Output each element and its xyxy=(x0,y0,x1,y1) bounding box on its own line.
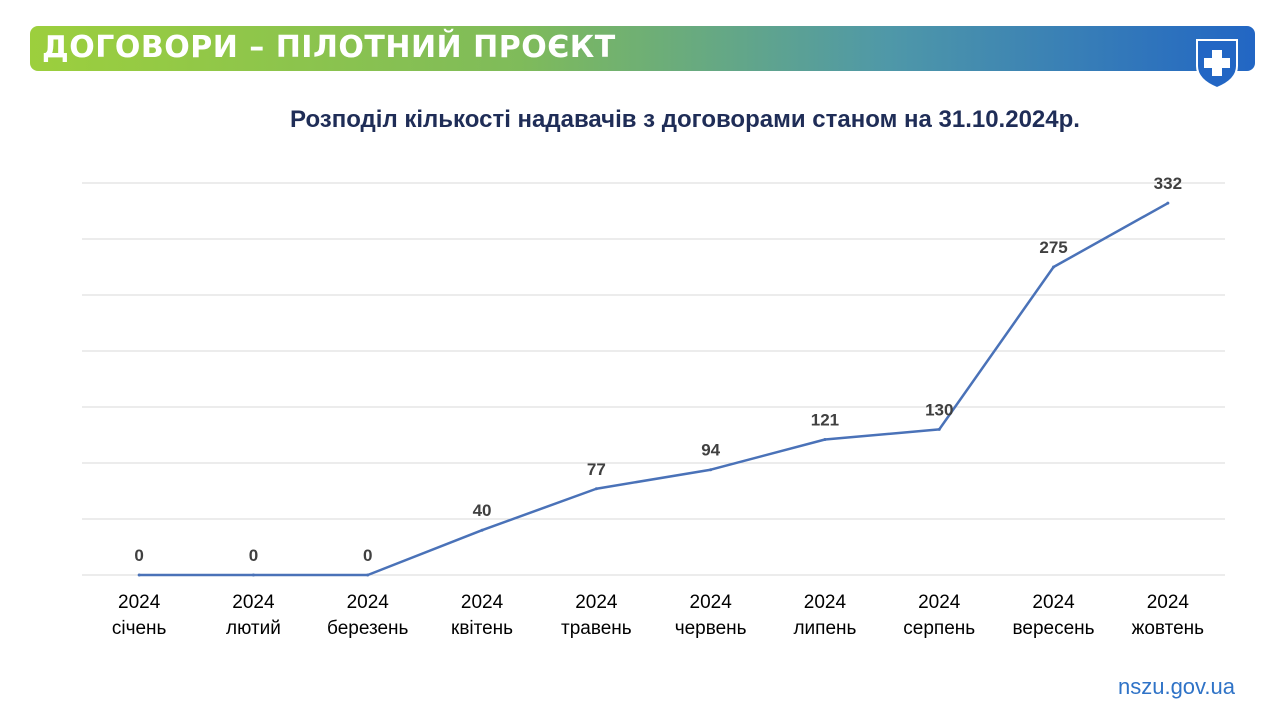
x-tick-label: 2024 xyxy=(232,592,275,613)
x-tick-label: 2024 xyxy=(804,592,847,613)
data-point xyxy=(937,427,941,431)
data-point xyxy=(366,573,370,577)
chart-title: Розподіл кількості надавачів з договорам… xyxy=(290,106,1080,133)
x-tick-label: серпень xyxy=(903,618,975,639)
x-tick-label: лютий xyxy=(226,618,281,639)
x-tick-label: 2024 xyxy=(1147,592,1190,613)
data-point xyxy=(823,437,827,441)
x-tick-label: березень xyxy=(327,618,409,639)
header-banner: ДОГОВОРИ – ПІЛОТНИЙ ПРОЄКТ xyxy=(30,26,1255,71)
medical-cross-shield-icon xyxy=(1196,39,1238,90)
data-point xyxy=(594,487,598,491)
data-label: 0 xyxy=(249,546,258,565)
data-label: 0 xyxy=(134,546,143,565)
data-label: 130 xyxy=(925,400,953,419)
x-tick-label: 2024 xyxy=(690,592,733,613)
data-label: 121 xyxy=(811,410,839,429)
x-tick-label: липень xyxy=(793,618,856,639)
data-point xyxy=(137,573,141,577)
x-tick-label: 2024 xyxy=(118,592,161,613)
data-label: 0 xyxy=(363,546,372,565)
footer-site-link[interactable]: nszu.gov.ua xyxy=(1117,674,1235,699)
data-point xyxy=(1166,201,1170,205)
x-tick-label: 2024 xyxy=(461,592,504,613)
page-title: ДОГОВОРИ – ПІЛОТНИЙ ПРОЄКТ xyxy=(42,30,616,65)
x-tick-label: вересень xyxy=(1013,618,1095,639)
data-label: 40 xyxy=(473,501,492,520)
data-point xyxy=(709,468,713,472)
data-label: 94 xyxy=(701,441,720,460)
x-tick-label: 2024 xyxy=(575,592,618,613)
x-tick-label: 2024 xyxy=(347,592,390,613)
data-point xyxy=(1052,265,1056,269)
x-tick-label: жовтень xyxy=(1132,618,1205,639)
data-label: 332 xyxy=(1154,174,1182,193)
data-label: 275 xyxy=(1039,238,1067,257)
x-tick-label: травень xyxy=(561,618,632,639)
data-label: 77 xyxy=(587,460,606,479)
x-tick-label: січень xyxy=(112,618,167,639)
x-tick-label: 2024 xyxy=(1032,592,1075,613)
data-point xyxy=(251,573,255,577)
x-tick-label: квітень xyxy=(451,618,513,639)
x-tick-label: червень xyxy=(675,618,747,639)
data-point xyxy=(480,528,484,532)
series-line xyxy=(139,202,1169,577)
x-tick-label: 2024 xyxy=(918,592,961,613)
